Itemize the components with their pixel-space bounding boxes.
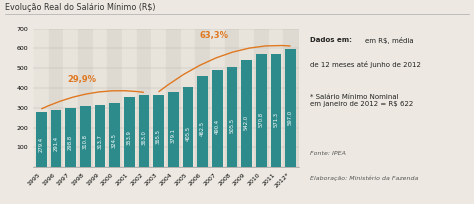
Bar <box>107 29 122 167</box>
Text: 405.5: 405.5 <box>185 126 191 141</box>
Bar <box>256 54 266 167</box>
Text: Fonte: IPEA: Fonte: IPEA <box>310 151 346 156</box>
Text: 365.5: 365.5 <box>156 129 161 144</box>
Bar <box>283 29 298 167</box>
Bar <box>109 103 120 167</box>
Bar <box>168 92 179 167</box>
Text: 279.4: 279.4 <box>39 136 44 152</box>
Text: 570.8: 570.8 <box>259 112 264 127</box>
Bar <box>80 106 91 167</box>
Bar <box>78 29 92 167</box>
Bar <box>63 29 78 167</box>
Bar <box>285 49 296 167</box>
Text: 313.7: 313.7 <box>97 134 102 149</box>
Bar <box>239 29 254 167</box>
Bar <box>166 29 181 167</box>
Bar <box>122 29 137 167</box>
Text: 597.0: 597.0 <box>288 110 293 125</box>
Bar <box>254 29 269 167</box>
Bar <box>36 112 46 167</box>
Bar <box>210 29 225 167</box>
Bar <box>51 110 61 167</box>
Bar <box>124 97 135 167</box>
Bar <box>181 29 195 167</box>
Text: 505.5: 505.5 <box>229 118 235 133</box>
Bar <box>138 95 149 167</box>
Text: Elaboração: Ministério da Fazenda: Elaboração: Ministério da Fazenda <box>310 175 419 181</box>
Bar <box>34 29 48 167</box>
Text: 571.3: 571.3 <box>273 112 278 127</box>
Text: 462.5: 462.5 <box>200 121 205 136</box>
Bar <box>137 29 151 167</box>
Text: 542.0: 542.0 <box>244 115 249 130</box>
Bar <box>271 54 281 167</box>
Text: Evolução Real do Salário Mínimo (R$): Evolução Real do Salário Mínimo (R$) <box>5 3 155 12</box>
Text: 379.1: 379.1 <box>171 128 176 143</box>
Text: de 12 meses até junho de 2012: de 12 meses até junho de 2012 <box>310 61 421 68</box>
Bar <box>182 87 193 167</box>
Bar <box>225 29 239 167</box>
Bar <box>153 95 164 167</box>
Text: 324.5: 324.5 <box>112 133 117 148</box>
Text: Dados em:: Dados em: <box>310 37 352 43</box>
Bar <box>197 76 208 167</box>
Bar <box>212 70 222 167</box>
Bar <box>48 29 63 167</box>
Bar <box>195 29 210 167</box>
Bar <box>92 29 107 167</box>
Text: 363.0: 363.0 <box>141 130 146 144</box>
Bar <box>241 60 252 167</box>
Text: 310.8: 310.8 <box>83 134 88 149</box>
Bar <box>269 29 283 167</box>
Text: * Salário Mínimo Nominal
em janeiro de 2012 = R$ 622: * Salário Mínimo Nominal em janeiro de 2… <box>310 94 414 107</box>
Bar <box>151 29 166 167</box>
Bar <box>227 67 237 167</box>
Text: em R$, média: em R$, média <box>365 37 414 44</box>
Text: 298.8: 298.8 <box>68 135 73 150</box>
Text: 291.4: 291.4 <box>54 135 58 151</box>
Text: 63,3%: 63,3% <box>200 31 229 40</box>
Bar <box>65 108 76 167</box>
Text: 490.4: 490.4 <box>215 119 220 134</box>
Text: 29,9%: 29,9% <box>68 75 97 84</box>
Text: 353.9: 353.9 <box>127 130 132 145</box>
Bar <box>95 105 105 167</box>
